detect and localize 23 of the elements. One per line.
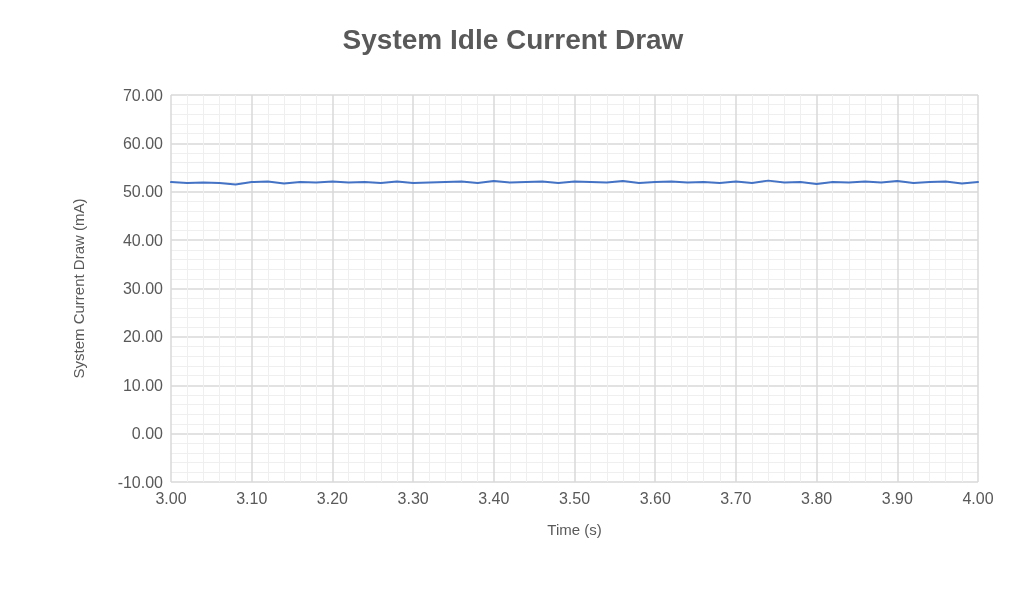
y-tick-label: 40.00 — [122, 231, 164, 249]
x-tick-label: 3.50 — [558, 489, 591, 507]
y-tick-label: -10.00 — [117, 473, 164, 491]
y-tick-label: 30.00 — [122, 280, 164, 297]
x-tick-label: 3.40 — [478, 489, 510, 507]
x-tick-label: 3.10 — [236, 489, 268, 507]
y-tick-label: 60.00 — [122, 134, 164, 152]
x-axis-title: Time (s) — [547, 521, 602, 538]
x-tick-label: 3.90 — [881, 489, 913, 507]
x-tick-label: 3.80 — [801, 489, 833, 507]
x-tick-label: 4.00 — [962, 489, 994, 507]
y-axis-title: System Current Draw (mA) — [70, 198, 87, 379]
y-tick-label: 0.00 — [131, 425, 164, 443]
y-tick-label: 50.00 — [122, 183, 164, 201]
x-tick-label: 3.00 — [155, 489, 187, 507]
y-tick-label: 10.00 — [122, 376, 164, 394]
x-tick-label: 3.70 — [720, 489, 752, 507]
x-tick-label: 3.20 — [316, 489, 349, 507]
x-tick-label: 3.60 — [639, 489, 671, 507]
x-tick-label: 3.30 — [397, 489, 429, 507]
y-tick-label: 70.00 — [122, 86, 164, 104]
y-tick-label: 20.00 — [122, 328, 164, 346]
chart-title: System Idle Current Draw — [342, 23, 684, 55]
